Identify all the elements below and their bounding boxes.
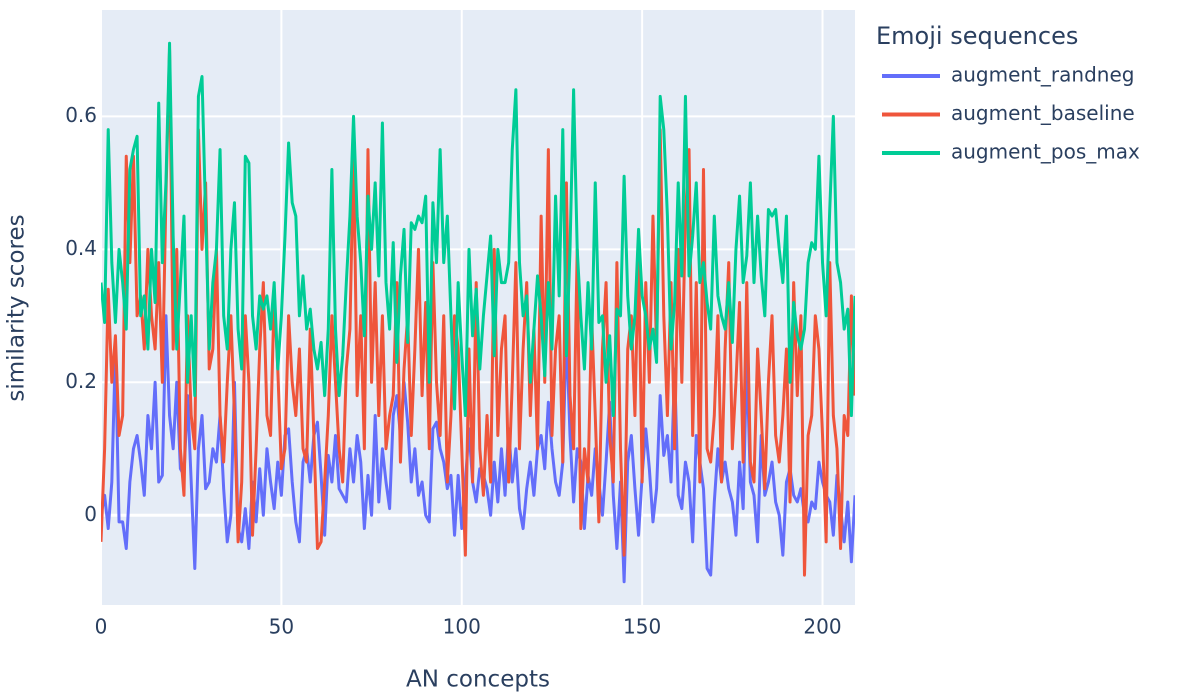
legend-label[interactable]: augment_baseline — [951, 101, 1135, 125]
series-line — [101, 41, 855, 418]
legend-label[interactable]: augment_pos_max — [951, 140, 1140, 164]
legend: Emoji sequences augment_randneg augment_b… — [876, 22, 1140, 164]
x-axis-title: AN concepts — [406, 667, 550, 693]
ticks: 0 50 100 150 200 0 0.2 0.4 0.6 — [65, 103, 841, 639]
y-tick-label: 0.6 — [65, 103, 97, 127]
x-tick-label: 150 — [623, 615, 661, 639]
legend-title: Emoji sequences — [876, 22, 1078, 50]
legend-label[interactable]: augment_randneg — [951, 63, 1134, 87]
x-tick-label: 200 — [803, 615, 841, 639]
x-tick-label: 0 — [95, 615, 108, 639]
x-tick-label: 50 — [269, 615, 294, 639]
lines — [101, 41, 855, 584]
y-tick-label: 0.2 — [65, 369, 97, 393]
y-tick-label: 0 — [84, 502, 97, 526]
x-tick-label: 100 — [443, 615, 481, 639]
y-axis-title: similarity scores — [4, 214, 30, 401]
y-tick-label: 0.4 — [65, 236, 97, 260]
series-line — [101, 314, 855, 584]
